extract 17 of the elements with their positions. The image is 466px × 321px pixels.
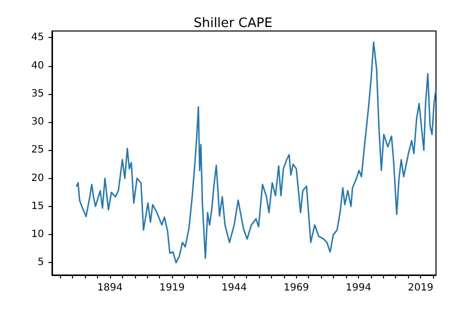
x-tick-label: 1944 — [221, 282, 247, 294]
line-series — [76, 42, 436, 264]
x-tick-label: 1919 — [159, 282, 185, 294]
x-tick-label: 1994 — [346, 282, 372, 294]
x-tick-label: 1894 — [97, 282, 123, 294]
y-tick-label: 25 — [31, 144, 44, 156]
y-tick-label: 15 — [31, 200, 44, 212]
x-tick-label: 2019 — [408, 282, 434, 294]
y-tick-label: 40 — [31, 60, 44, 72]
y-tick-label: 20 — [31, 172, 44, 184]
chart-title: Shiller CAPE — [194, 16, 272, 31]
y-tick-label: 10 — [31, 229, 44, 240]
x-tick-label: 1969 — [284, 282, 310, 294]
y-tick-label: 5 — [38, 257, 44, 268]
y-tick-label: 45 — [31, 32, 44, 44]
y-tick-label: 30 — [31, 116, 44, 128]
y-tick-label: 35 — [31, 88, 44, 100]
